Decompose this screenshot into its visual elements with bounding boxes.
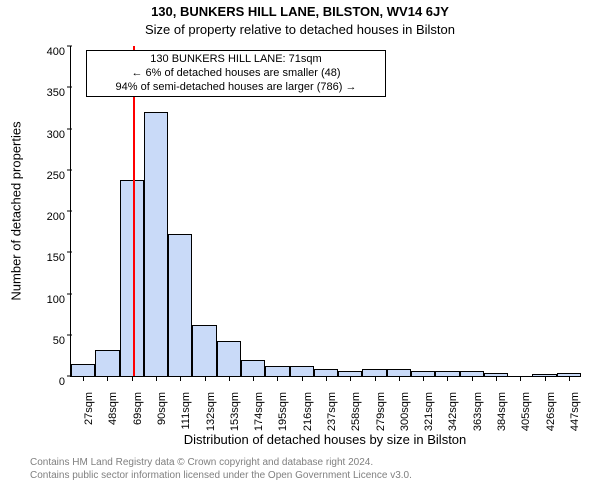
- histogram-bar: [484, 373, 508, 376]
- x-tick-label: 153sqm: [229, 384, 241, 431]
- histogram-bar: [192, 325, 216, 376]
- x-tick-label: 405sqm: [520, 384, 532, 431]
- x-tick-label: 195sqm: [277, 384, 289, 431]
- histogram-bar: [338, 371, 362, 376]
- info-box: 130 BUNKERS HILL LANE: 71sqm ← 6% of det…: [86, 50, 386, 97]
- x-tick-label: 111sqm: [180, 384, 192, 430]
- histogram-bar: [460, 371, 484, 376]
- y-axis-label: Number of detached properties: [9, 121, 24, 300]
- x-tick-mark: [277, 376, 278, 381]
- x-tick-mark: [205, 376, 206, 381]
- histogram-bar: [532, 374, 556, 376]
- x-tick-label: 342sqm: [447, 384, 459, 431]
- attribution-line-1: Contains HM Land Registry data © Crown c…: [30, 456, 600, 469]
- histogram-bar: [265, 366, 289, 376]
- histogram-bar: [557, 373, 581, 376]
- title-line-1: 130, BUNKERS HILL LANE, BILSTON, WV14 6J…: [0, 4, 600, 19]
- x-tick-label: 27sqm: [83, 384, 95, 425]
- x-tick-label: 279sqm: [375, 384, 387, 431]
- x-tick-label: 384sqm: [496, 384, 508, 431]
- x-tick-mark: [302, 376, 303, 381]
- x-tick-mark: [447, 376, 448, 381]
- x-tick-label: 69sqm: [132, 384, 144, 425]
- x-tick-mark: [399, 376, 400, 381]
- histogram-bar: [71, 364, 95, 376]
- x-tick-mark: [375, 376, 376, 381]
- x-tick-label: 216sqm: [302, 384, 314, 431]
- histogram-bar: [217, 341, 241, 376]
- histogram-bar: [95, 350, 119, 376]
- x-tick-label: 321sqm: [423, 384, 435, 431]
- x-tick-label: 90sqm: [156, 384, 168, 425]
- histogram-bar: [362, 369, 386, 376]
- x-tick-mark: [253, 376, 254, 381]
- x-tick-mark: [107, 376, 108, 381]
- x-tick-label: 237sqm: [326, 384, 338, 431]
- x-tick-mark: [472, 376, 473, 381]
- histogram-bar: [435, 371, 459, 376]
- histogram-bar: [120, 180, 144, 376]
- attribution-line-2: Contains public sector information licen…: [30, 469, 600, 482]
- histogram-bar: [290, 366, 314, 376]
- x-tick-mark: [180, 376, 181, 381]
- histogram-bar: [144, 112, 168, 376]
- x-tick-label: 132sqm: [205, 384, 217, 431]
- x-tick-label: 426sqm: [545, 384, 557, 431]
- histogram-bar: [314, 369, 338, 376]
- x-tick-mark: [545, 376, 546, 381]
- x-tick-mark: [326, 376, 327, 381]
- x-tick-mark: [156, 376, 157, 381]
- x-tick-mark: [229, 376, 230, 381]
- histogram-bar: [168, 234, 192, 376]
- x-tick-mark: [83, 376, 84, 381]
- info-box-line-2: ← 6% of detached houses are smaller (48): [91, 67, 381, 81]
- x-tick-label: 447sqm: [569, 384, 581, 431]
- x-tick-mark: [132, 376, 133, 381]
- x-axis-label: Distribution of detached houses by size …: [70, 432, 580, 447]
- attribution: Contains HM Land Registry data © Crown c…: [30, 456, 600, 482]
- histogram-bar: [411, 371, 435, 376]
- histogram-bar: [241, 360, 265, 377]
- title-line-2: Size of property relative to detached ho…: [0, 22, 600, 37]
- x-tick-label: 258sqm: [350, 384, 362, 431]
- x-tick-mark: [350, 376, 351, 381]
- histogram-bar: [387, 369, 411, 376]
- x-tick-label: 174sqm: [253, 384, 265, 431]
- x-tick-mark: [423, 376, 424, 381]
- x-tick-label: 48sqm: [107, 384, 119, 425]
- x-tick-mark: [496, 376, 497, 381]
- x-tick-mark: [569, 376, 570, 381]
- x-tick-label: 363sqm: [472, 384, 484, 431]
- x-tick-mark: [520, 376, 521, 381]
- x-tick-label: 300sqm: [399, 384, 411, 431]
- info-box-line-3: 94% of semi-detached houses are larger (…: [91, 81, 381, 95]
- info-box-line-1: 130 BUNKERS HILL LANE: 71sqm: [91, 53, 381, 67]
